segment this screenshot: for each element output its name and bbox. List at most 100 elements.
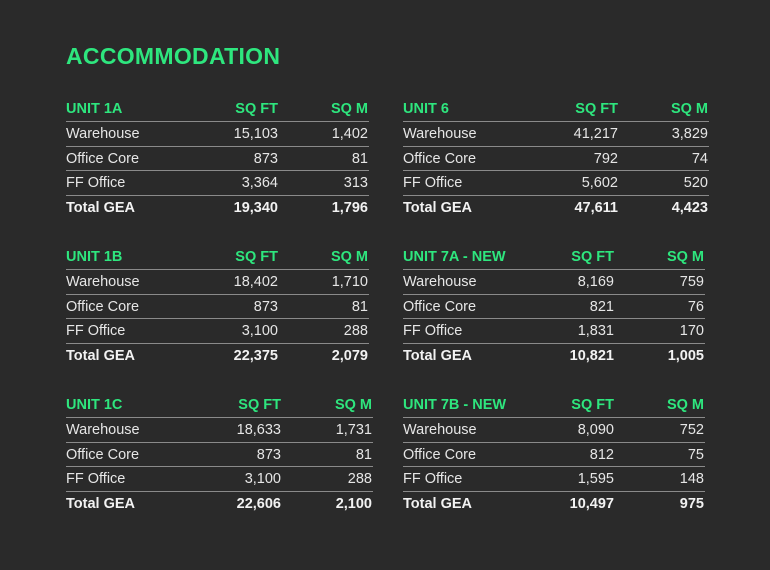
unit-name: UNIT 1A — [66, 101, 123, 117]
sqm-value: 1,710 — [331, 273, 368, 290]
row-label: Total GEA — [66, 348, 136, 365]
table-row: Warehouse 18,402 1,710 — [66, 270, 369, 295]
total-row: Total GEA 19,340 1,796 — [66, 196, 369, 221]
row-label: Warehouse — [66, 125, 140, 142]
sqm-value: 1,005 — [667, 348, 704, 365]
table-header: UNIT 1C SQ FT SQ M — [66, 393, 373, 418]
table-row: Office Core 873 81 — [66, 295, 369, 320]
table-header: UNIT 7B - NEW SQ FT SQ M — [403, 393, 705, 418]
table-row: FF Office 3,364 313 — [66, 171, 369, 197]
row-label: Warehouse — [403, 421, 477, 438]
row-label: Office Core — [66, 298, 140, 315]
page-title: ACCOMMODATION — [66, 43, 281, 69]
sqft-header: SQ FT — [238, 397, 281, 413]
sqft-value: 22,375 — [233, 348, 278, 365]
sqft-header: SQ FT — [571, 397, 614, 413]
sqm-value: 4,423 — [671, 200, 708, 217]
sqm-value: 288 — [343, 323, 368, 340]
row-label: FF Office — [66, 175, 126, 192]
table-header: UNIT 7A - NEW SQ FT SQ M — [403, 245, 705, 270]
sqft-header: SQ FT — [235, 249, 278, 265]
sqm-value: 81 — [351, 150, 368, 167]
table-row: Office Core 821 76 — [403, 295, 705, 320]
sqm-value: 148 — [679, 471, 704, 488]
sqft-value: 5,602 — [581, 175, 618, 192]
sqft-value: 812 — [589, 446, 614, 463]
table-row: Office Core 873 81 — [66, 443, 373, 468]
row-label: FF Office — [403, 471, 463, 488]
sqft-value: 10,821 — [569, 348, 614, 365]
sqm-value: 1,731 — [335, 421, 372, 438]
sqft-header: SQ FT — [235, 101, 278, 117]
row-label: Office Core — [66, 446, 140, 463]
row-label: FF Office — [403, 175, 463, 192]
sqm-value: 2,100 — [335, 496, 372, 513]
total-row: Total GEA 10,821 1,005 — [403, 344, 705, 369]
unit-name: UNIT 1C — [66, 397, 123, 413]
sqm-value: 76 — [687, 298, 704, 315]
total-row: Total GEA 10,497 975 — [403, 492, 705, 517]
total-row: Total GEA 22,375 2,079 — [66, 344, 369, 369]
sqft-header: SQ FT — [571, 249, 614, 265]
sqft-value: 10,497 — [569, 496, 614, 513]
unit-table: UNIT 6 SQ FT SQ M Warehouse 41,217 3,829… — [403, 97, 709, 221]
sqm-value: 2,079 — [331, 348, 368, 365]
total-row: Total GEA 22,606 2,100 — [66, 492, 373, 517]
sqft-value: 3,100 — [244, 471, 281, 488]
sqft-header: SQ FT — [575, 101, 618, 117]
sqm-value: 1,796 — [331, 200, 368, 217]
row-label: FF Office — [403, 323, 463, 340]
unit-table: UNIT 1A SQ FT SQ M Warehouse 15,103 1,40… — [66, 97, 369, 221]
table-row: FF Office 5,602 520 — [403, 171, 709, 197]
sqm-value: 74 — [691, 150, 708, 167]
sqft-value: 18,633 — [236, 421, 281, 438]
sqft-value: 15,103 — [233, 125, 278, 142]
row-label: Office Core — [403, 298, 477, 315]
sqft-value: 3,100 — [241, 323, 278, 340]
sqft-value: 873 — [253, 298, 278, 315]
unit-name: UNIT 7A - NEW — [403, 249, 506, 265]
sqft-value: 19,340 — [233, 200, 278, 217]
sqft-value: 792 — [593, 150, 618, 167]
row-label: Warehouse — [66, 421, 140, 438]
table-row: Office Core 873 81 — [66, 147, 369, 172]
sqft-value: 873 — [256, 446, 281, 463]
unit-table: UNIT 1C SQ FT SQ M Warehouse 18,633 1,73… — [66, 393, 373, 517]
sqft-value: 18,402 — [233, 273, 278, 290]
row-label: Total GEA — [66, 200, 136, 217]
table-header: UNIT 6 SQ FT SQ M — [403, 97, 709, 122]
sqm-value: 81 — [351, 298, 368, 315]
row-label: FF Office — [66, 471, 126, 488]
sqm-value: 975 — [679, 496, 704, 513]
table-row: Warehouse 15,103 1,402 — [66, 122, 369, 147]
table-row: Warehouse 41,217 3,829 — [403, 122, 709, 147]
sqm-header: SQ M — [666, 397, 704, 413]
sqm-value: 75 — [687, 446, 704, 463]
table-row: Office Core 792 74 — [403, 147, 709, 172]
row-label: Office Core — [403, 446, 477, 463]
table-row: FF Office 3,100 288 — [66, 319, 369, 345]
sqft-value: 41,217 — [573, 125, 618, 142]
sqm-value: 520 — [683, 175, 708, 192]
sqm-value: 752 — [679, 421, 704, 438]
table-row: Office Core 812 75 — [403, 443, 705, 468]
table-row: FF Office 1,595 148 — [403, 467, 705, 493]
sqm-value: 1,402 — [331, 125, 368, 142]
row-label: FF Office — [66, 323, 126, 340]
sqm-header: SQ M — [334, 397, 372, 413]
sqft-value: 22,606 — [236, 496, 281, 513]
row-label: Warehouse — [403, 125, 477, 142]
unit-table: UNIT 1B SQ FT SQ M Warehouse 18,402 1,71… — [66, 245, 369, 369]
unit-name: UNIT 7B - NEW — [403, 397, 507, 413]
table-row: Warehouse 18,633 1,731 — [66, 418, 373, 443]
unit-name: UNIT 1B — [66, 249, 123, 265]
sqft-value: 47,611 — [574, 200, 618, 217]
row-label: Warehouse — [403, 273, 477, 290]
table-header: UNIT 1B SQ FT SQ M — [66, 245, 369, 270]
row-label: Total GEA — [403, 496, 473, 513]
sqft-value: 8,090 — [577, 421, 614, 438]
row-label: Office Core — [66, 150, 140, 167]
sqm-value: 288 — [347, 471, 372, 488]
sqm-header: SQ M — [670, 101, 708, 117]
table-row: Warehouse 8,169 759 — [403, 270, 705, 295]
